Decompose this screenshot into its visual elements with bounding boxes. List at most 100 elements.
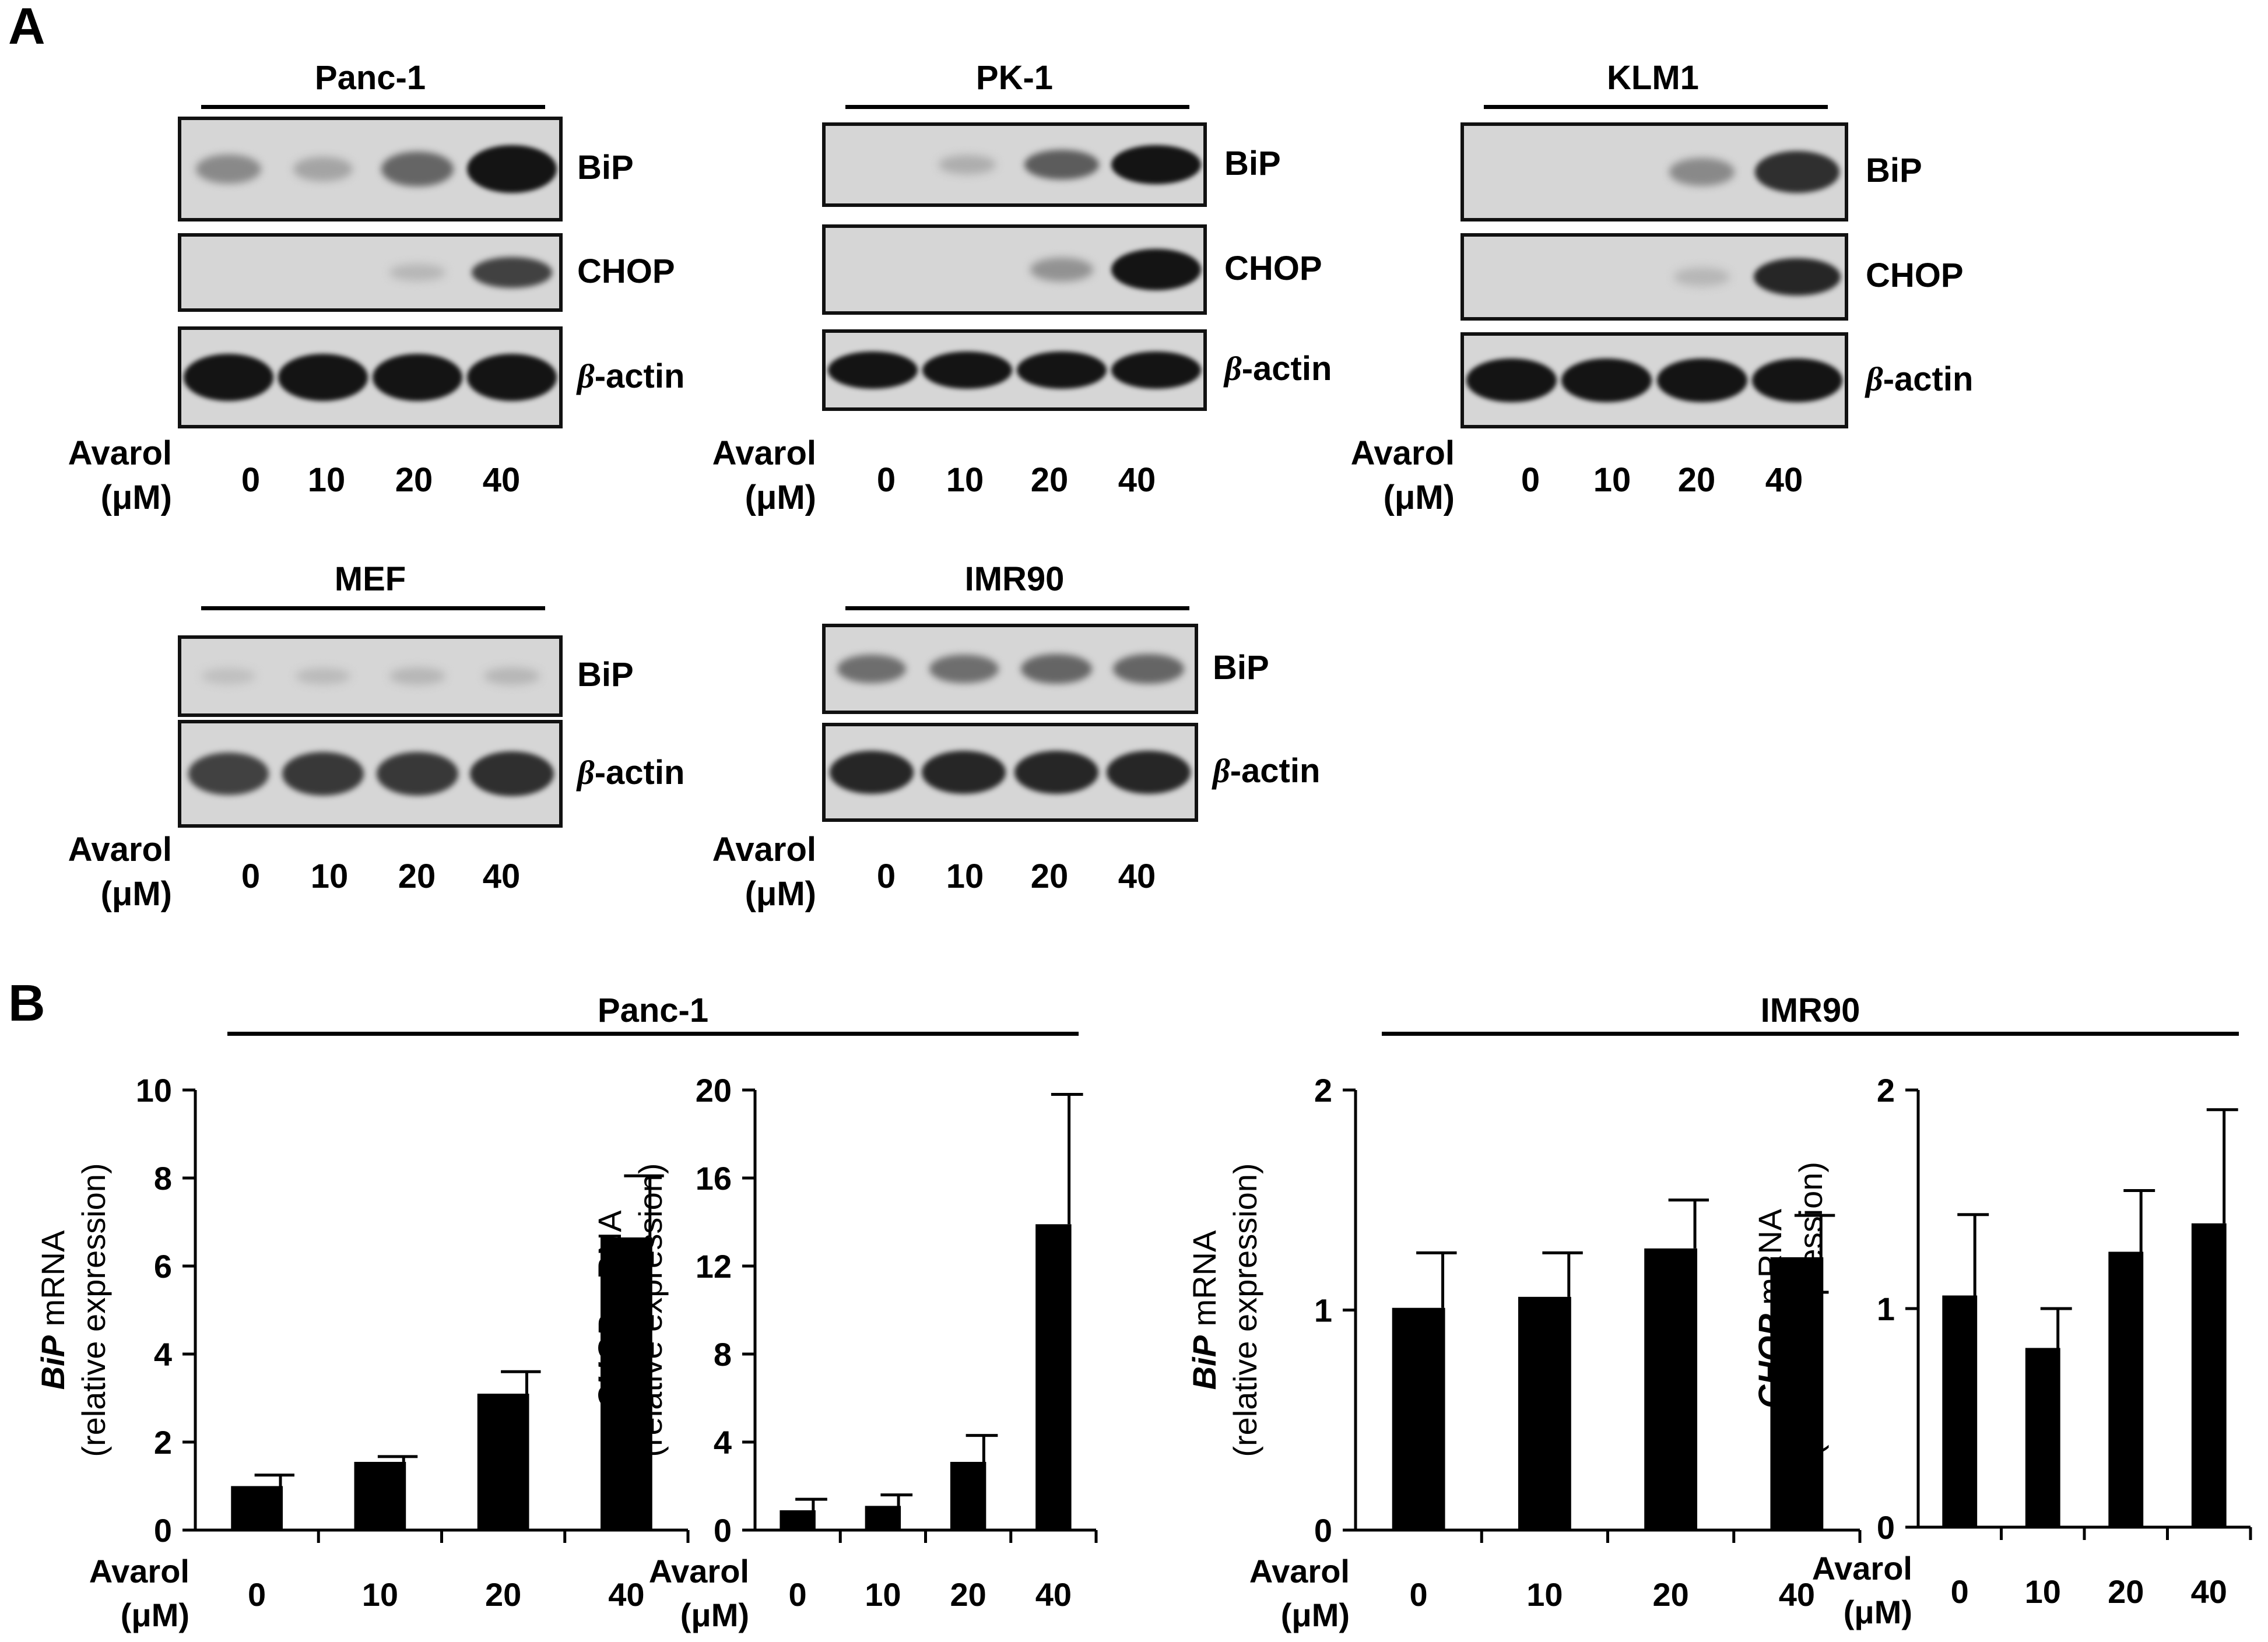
- dose-label: 20: [1030, 857, 1069, 895]
- bar: [1644, 1248, 1698, 1530]
- cell-line-title-pk1: PK-1: [975, 59, 1054, 97]
- blot-band: [467, 354, 557, 401]
- x-axis-label-line2: (μM): [121, 1597, 189, 1633]
- blot-band: [922, 751, 1006, 794]
- blot-band: [467, 145, 557, 194]
- panel-a-letter: A: [8, 0, 45, 55]
- y-axis-label-line2: (relative expression): [1227, 1163, 1263, 1457]
- avarol-axis-label: Avarol (μM): [1303, 431, 1455, 520]
- blot-band: [389, 667, 445, 685]
- y-tick-label: 10: [136, 1072, 172, 1109]
- dose-label: 40: [482, 461, 521, 499]
- blot-band: [196, 154, 261, 184]
- y-tick-label: 12: [696, 1248, 732, 1285]
- blot-band: [1751, 358, 1842, 403]
- blot-strip-panc1-0: [178, 117, 563, 221]
- avarol-axis-label: Avarol (μM): [20, 431, 172, 520]
- blot-band: [938, 155, 996, 174]
- avarol-label-line1: Avarol: [1350, 434, 1455, 472]
- y-tick-label: 1: [1314, 1292, 1332, 1329]
- group-line-panc1: [227, 1032, 1079, 1036]
- x-tick-label: 40: [608, 1576, 644, 1613]
- protein-label-actin: β-actin: [1224, 350, 1332, 388]
- x-tick-label: 0: [1951, 1573, 1969, 1610]
- x-tick-label: 40: [1779, 1576, 1815, 1613]
- avarol-axis-label: Avarol (μM): [665, 828, 816, 916]
- blot-strip-mef-0: [178, 635, 563, 717]
- blot-band: [1754, 258, 1841, 296]
- y-tick-label: 6: [154, 1248, 172, 1285]
- avarol-axis-label: Avarol (μM): [20, 828, 172, 916]
- dose-label: 0: [876, 461, 896, 499]
- y-tick-label: 2: [154, 1424, 172, 1461]
- avarol-label-line2: (μM): [1383, 479, 1455, 516]
- protein-label-actin: β-actin: [1866, 360, 1974, 398]
- y-axis-label-line1: CHOP mRNA: [1751, 1208, 1788, 1408]
- avarol-label-line2: (μM): [745, 479, 816, 516]
- avarol-label-line2: (μM): [745, 875, 816, 913]
- bar: [2191, 1223, 2227, 1527]
- x-tick-label: 20: [1652, 1576, 1688, 1613]
- y-axis-label-line2: (relative expression): [1792, 1162, 1829, 1455]
- dose-label: 40: [1118, 857, 1156, 895]
- cell-line-title-imr90: IMR90: [964, 560, 1065, 598]
- x-tick-label: 20: [485, 1576, 521, 1613]
- y-tick-label: 8: [154, 1160, 172, 1197]
- x-tick-label: 10: [362, 1576, 398, 1613]
- x-axis-label-line2: (μM): [680, 1597, 749, 1633]
- cell-line-rule-panc1: [201, 105, 545, 109]
- y-tick-label: 4: [154, 1336, 172, 1373]
- y-axis-label-line1: BiP mRNA: [34, 1230, 71, 1390]
- dose-label: 10: [310, 857, 349, 895]
- blot-band: [295, 667, 351, 685]
- y-tick-label: 20: [696, 1072, 732, 1109]
- blot-band: [1656, 358, 1747, 403]
- y-axis-label-line1: BiP mRNA: [1186, 1230, 1223, 1390]
- blot-band: [469, 751, 554, 797]
- y-tick-label: 8: [714, 1336, 732, 1373]
- protein-label-chop: CHOP: [1224, 249, 1322, 287]
- bar: [1942, 1295, 1978, 1527]
- avarol-label-line2: (μM): [100, 479, 172, 516]
- blot-strip-klm1-1: [1460, 233, 1848, 321]
- blot-band: [1561, 358, 1652, 403]
- dose-label: 10: [1593, 461, 1631, 499]
- protein-label-actin: β-actin: [577, 357, 685, 395]
- blot-band: [184, 354, 273, 401]
- x-axis-label-line1: Avarol: [1249, 1553, 1350, 1590]
- bar: [354, 1461, 406, 1530]
- blot-band: [1111, 248, 1201, 291]
- protein-label-chop: CHOP: [1866, 256, 1964, 294]
- blot-strip-panc1-1: [178, 233, 563, 312]
- bar: [1035, 1224, 1072, 1530]
- bar: [231, 1486, 283, 1530]
- x-axis-label-line2: (μM): [1844, 1594, 1912, 1630]
- group-title-panc1: Panc-1: [597, 991, 709, 1029]
- cell-line-rule-klm1: [1484, 105, 1828, 109]
- blot-band: [484, 667, 540, 685]
- bar: [2108, 1251, 2144, 1527]
- blot-band: [1017, 351, 1107, 389]
- blot-band: [830, 751, 914, 794]
- blot-band: [1754, 151, 1839, 193]
- group-title-imr90: IMR90: [1760, 991, 1860, 1029]
- x-tick-label: 40: [1035, 1576, 1072, 1613]
- dose-label: 10: [946, 461, 984, 499]
- protein-label-bip: BiP: [1866, 152, 1922, 189]
- avarol-label-line1: Avarol: [68, 831, 172, 869]
- dose-label: 40: [1765, 461, 1803, 499]
- blot-band: [1024, 150, 1099, 180]
- y-axis-label-line2: (relative expression): [75, 1163, 112, 1457]
- x-tick-label: 40: [2191, 1573, 2227, 1610]
- panel-b-letter: B: [8, 974, 45, 1032]
- bar: [780, 1510, 816, 1530]
- dose-label: 20: [1030, 461, 1069, 499]
- protein-label-bip: BiP: [577, 149, 634, 187]
- dose-label: 40: [1118, 461, 1156, 499]
- blot-strip-pk1-2: [822, 329, 1207, 411]
- y-tick-label: 1: [1877, 1291, 1895, 1327]
- blot-band: [1673, 268, 1730, 286]
- blot-band: [1669, 158, 1735, 186]
- y-tick-label: 4: [714, 1424, 732, 1461]
